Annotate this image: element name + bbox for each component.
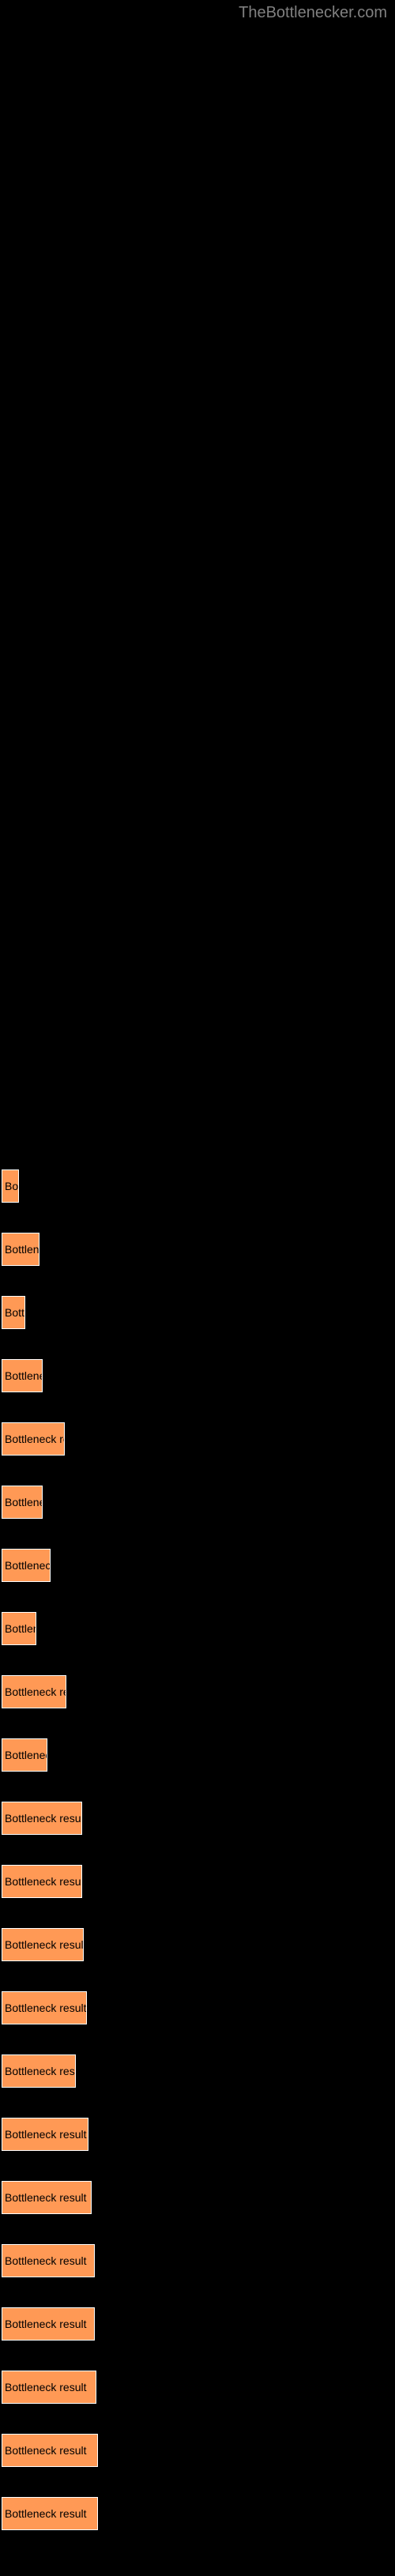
bar-label: Bottleneck bbox=[5, 1559, 51, 1572]
bar: Bottleneck result bbox=[2, 1928, 84, 1961]
bar: Bottleneck result bbox=[2, 1991, 87, 2024]
bar: Bottlene bbox=[2, 1233, 40, 1266]
bar: Bottleneck result bbox=[2, 2307, 95, 2341]
bar-label: Bottleneck resu bbox=[5, 2065, 76, 2077]
bar-label: Bottlenec bbox=[5, 1749, 47, 1761]
bar-row: Bottleneck result bbox=[2, 1928, 395, 1961]
bar: Bottleneck result bbox=[2, 1865, 82, 1898]
bar-label: Bottleneck result bbox=[5, 1875, 82, 1888]
bar: Bottleneck resu bbox=[2, 2054, 76, 2088]
bar-label: Bottlene bbox=[5, 1369, 43, 1382]
bar: Bottleneck re bbox=[2, 1422, 65, 1456]
bar: Bottlenec bbox=[2, 1738, 47, 1772]
bar-label: Bottleneck result bbox=[5, 1938, 84, 1951]
bar: Bottleneck result bbox=[2, 2497, 98, 2530]
bar-row: Bottlene bbox=[2, 1486, 395, 1519]
bar-label: Bottleneck result bbox=[5, 2507, 87, 2520]
bar-label: Bottlene bbox=[5, 1243, 40, 1256]
bar-row: Bottleneck resu bbox=[2, 2054, 395, 2088]
bar-row: Bottlenec bbox=[2, 1738, 395, 1772]
bar-label: Bottlene bbox=[5, 1496, 43, 1508]
bar-row: Bottleneck result bbox=[2, 1991, 395, 2024]
bar-label: Bottleneck result bbox=[5, 2002, 87, 2014]
bar-label: Bottleneck result bbox=[5, 2254, 87, 2267]
bar-label: Bottleneck result bbox=[5, 2381, 87, 2393]
bar-row: Bottleneck result bbox=[2, 1802, 395, 1835]
watermark: TheBottlenecker.com bbox=[239, 4, 387, 22]
bar: Bottleneck re bbox=[2, 1675, 66, 1708]
bar-label: Bottleneck re bbox=[5, 1685, 66, 1698]
bar: Bottleneck result bbox=[2, 2181, 92, 2214]
bar: Bo bbox=[2, 1169, 19, 1203]
bar-chart: Bo Bottlene Bott Bottlene Bottleneck re Bottl… bbox=[0, 0, 395, 2576]
bar-label: Bottleneck result bbox=[5, 2191, 87, 2204]
bar-row: Bott bbox=[2, 1296, 395, 1329]
bar-row: Bottleneck result bbox=[2, 2118, 395, 2151]
bar-row: Bottleneck result bbox=[2, 2371, 395, 2404]
bar-row: Bo bbox=[2, 1169, 395, 1203]
bar-row: Bottleneck result bbox=[2, 2307, 395, 2341]
bar-row: Bottleneck result bbox=[2, 2497, 395, 2530]
bar-row: Bottleneck result bbox=[2, 2434, 395, 2467]
bar-row: Bottlene bbox=[2, 1233, 395, 1266]
bar-row: Bottleneck re bbox=[2, 1422, 395, 1456]
bar: Bott bbox=[2, 1296, 25, 1329]
bar-row: Bottler bbox=[2, 1612, 395, 1645]
bar-label: Bottleneck result bbox=[5, 2318, 87, 2330]
bar-row: Bottleneck result bbox=[2, 2181, 395, 2214]
bar: Bottleneck result bbox=[2, 2244, 95, 2277]
bar: Bottleneck result bbox=[2, 2371, 96, 2404]
bar-label: Bott bbox=[5, 1306, 24, 1319]
bar-label: Bottleneck result bbox=[5, 1812, 82, 1825]
bar-label: Bottler bbox=[5, 1622, 36, 1635]
bar-row: Bottleneck bbox=[2, 1549, 395, 1582]
bar-label: Bottleneck result bbox=[5, 2128, 87, 2141]
bar: Bottleneck bbox=[2, 1549, 51, 1582]
bar: Bottlene bbox=[2, 1359, 43, 1392]
bar: Bottleneck result bbox=[2, 2434, 98, 2467]
bar-row: Bottleneck re bbox=[2, 1675, 395, 1708]
bar-label: Bo bbox=[5, 1180, 18, 1192]
bar: Bottleneck result bbox=[2, 2118, 88, 2151]
bar: Bottleneck result bbox=[2, 1802, 82, 1835]
bar-row: Bottleneck result bbox=[2, 1865, 395, 1898]
bar-label: Bottleneck re bbox=[5, 1433, 65, 1445]
bar-row: Bottleneck result bbox=[2, 2244, 395, 2277]
bar-row: Bottlene bbox=[2, 1359, 395, 1392]
bar: Bottlene bbox=[2, 1486, 43, 1519]
bar-label: Bottleneck result bbox=[5, 2444, 87, 2457]
bar: Bottler bbox=[2, 1612, 36, 1645]
